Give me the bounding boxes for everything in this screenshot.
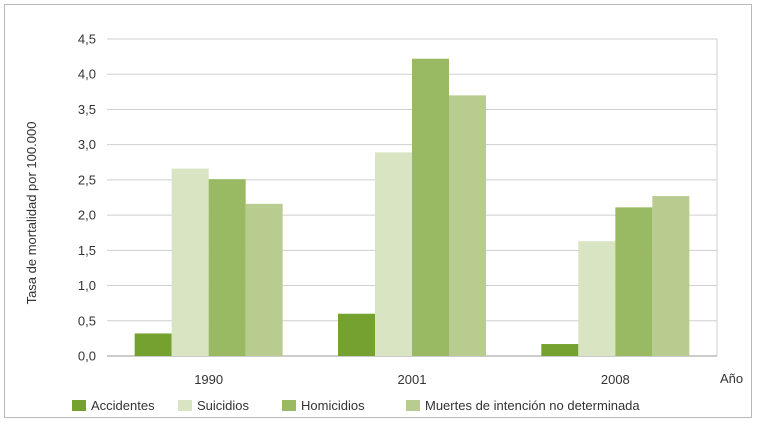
legend-swatch xyxy=(282,400,296,411)
y-tick-label: 1,5 xyxy=(78,243,96,258)
y-tick-label: 2,5 xyxy=(78,172,96,187)
bar xyxy=(615,207,653,356)
legend-label: Muertes de intención no determinada xyxy=(425,398,640,413)
legend-label: Homicidios xyxy=(301,398,365,413)
y-axis-title: Tasa de mortalidad por 100.000 xyxy=(24,122,39,305)
y-axis-ticks: 0,0 0,5 1,0 1,5 2,0 2,5 3,0 3,5 4,0 4,5 xyxy=(78,32,96,364)
legend-swatch xyxy=(72,400,86,411)
x-axis-title: Año xyxy=(720,371,743,386)
bar xyxy=(449,95,486,356)
y-tick-label: 0,5 xyxy=(78,313,96,328)
y-tick-label: 0,0 xyxy=(78,349,96,364)
legend-item: Accidentes xyxy=(72,398,155,413)
y-tick-label: 2,0 xyxy=(78,208,96,223)
x-axis-ticks: 1990 2001 2008 xyxy=(194,372,630,387)
legend: Accidentes Suicidios Homicidios Muertes de … xyxy=(72,398,640,413)
legend-label: Accidentes xyxy=(91,398,155,413)
bar xyxy=(171,168,209,356)
bar xyxy=(208,179,246,356)
y-tick-label: 1,0 xyxy=(78,278,96,293)
x-tick-label: 2001 xyxy=(398,372,427,387)
bar xyxy=(338,313,375,356)
legend-swatch xyxy=(178,400,192,411)
legend-item: Homicidios xyxy=(282,398,365,413)
legend-item: Muertes de intención no determinada xyxy=(406,398,640,413)
legend-label: Suicidios xyxy=(197,398,250,413)
y-tick-label: 4,0 xyxy=(78,67,96,82)
y-tick-label: 3,0 xyxy=(78,137,96,152)
bar xyxy=(541,344,579,356)
bar xyxy=(578,241,616,356)
bar xyxy=(375,152,412,356)
bar xyxy=(134,333,172,356)
y-tick-label: 4,5 xyxy=(78,32,96,47)
y-tick-label: 3,5 xyxy=(78,102,96,117)
bar xyxy=(245,203,283,356)
legend-item: Suicidios xyxy=(178,398,250,413)
bar xyxy=(412,58,449,356)
legend-swatch xyxy=(406,400,420,411)
x-tick-label: 1990 xyxy=(194,372,223,387)
bar xyxy=(652,196,690,356)
bars xyxy=(134,58,690,356)
x-tick-label: 2008 xyxy=(601,372,630,387)
